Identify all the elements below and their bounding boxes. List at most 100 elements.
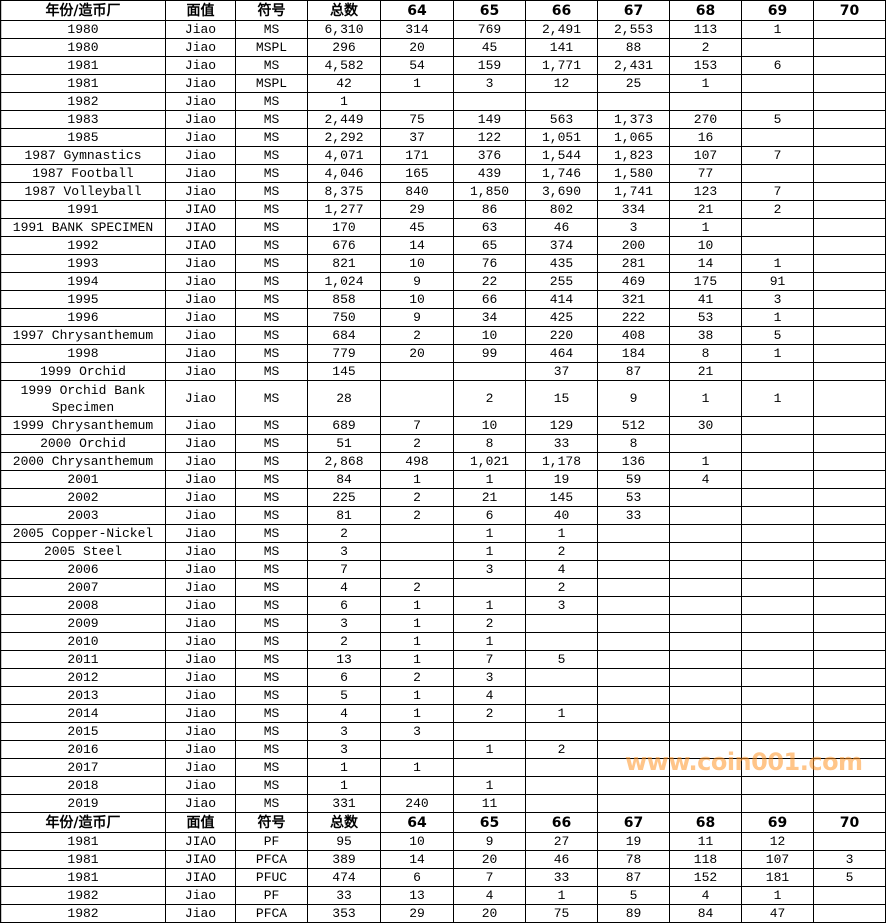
table-cell[interactable] bbox=[669, 668, 742, 687]
table-cell[interactable]: JIAO bbox=[165, 850, 236, 869]
table-cell[interactable]: 149 bbox=[453, 110, 526, 129]
table-cell[interactable]: Jiao bbox=[165, 110, 236, 129]
column-header[interactable]: 面值 bbox=[165, 0, 236, 21]
table-cell[interactable]: 10 bbox=[669, 236, 742, 255]
table-cell[interactable]: Jiao bbox=[165, 254, 236, 273]
table-cell[interactable]: 122 bbox=[453, 128, 526, 147]
table-cell[interactable]: 1 bbox=[453, 524, 526, 543]
table-cell[interactable] bbox=[669, 542, 742, 561]
table-cell[interactable]: 3 bbox=[307, 740, 381, 759]
table-cell[interactable] bbox=[741, 218, 814, 237]
table-cell[interactable] bbox=[813, 344, 886, 363]
table-cell[interactable] bbox=[453, 578, 526, 597]
table-cell[interactable] bbox=[453, 362, 526, 381]
table-cell[interactable]: 15 bbox=[525, 380, 598, 417]
table-cell[interactable]: MS bbox=[235, 650, 308, 669]
table-cell[interactable]: 779 bbox=[307, 344, 381, 363]
table-cell[interactable]: 22 bbox=[453, 272, 526, 291]
table-cell[interactable]: 469 bbox=[597, 272, 670, 291]
table-cell[interactable]: Jiao bbox=[165, 560, 236, 579]
table-cell[interactable]: 81 bbox=[307, 506, 381, 525]
table-cell[interactable]: 7 bbox=[307, 560, 381, 579]
table-cell[interactable]: 84 bbox=[669, 904, 742, 923]
table-cell[interactable]: 54 bbox=[380, 56, 454, 75]
table-cell[interactable]: 2 bbox=[525, 578, 598, 597]
table-cell[interactable]: MS bbox=[235, 254, 308, 273]
table-cell[interactable]: 2 bbox=[380, 578, 454, 597]
table-cell[interactable]: 474 bbox=[307, 868, 381, 887]
table-cell[interactable] bbox=[813, 488, 886, 507]
table-cell[interactable]: 1982 bbox=[0, 904, 166, 923]
table-cell[interactable]: MS bbox=[235, 740, 308, 759]
table-cell[interactable] bbox=[813, 38, 886, 57]
table-cell[interactable] bbox=[597, 578, 670, 597]
table-cell[interactable]: 2 bbox=[453, 704, 526, 723]
table-cell[interactable]: 3 bbox=[453, 74, 526, 93]
table-cell[interactable]: MS bbox=[235, 722, 308, 741]
table-cell[interactable]: 2006 bbox=[0, 560, 166, 579]
table-cell[interactable] bbox=[741, 416, 814, 435]
table-cell[interactable]: Jiao bbox=[165, 776, 236, 795]
table-cell[interactable] bbox=[453, 722, 526, 741]
table-cell[interactable]: MS bbox=[235, 524, 308, 543]
table-cell[interactable] bbox=[741, 236, 814, 255]
table-cell[interactable]: 2 bbox=[669, 38, 742, 57]
table-cell[interactable]: 13 bbox=[307, 650, 381, 669]
table-cell[interactable]: Jiao bbox=[165, 578, 236, 597]
table-cell[interactable]: 1 bbox=[380, 758, 454, 777]
table-cell[interactable]: 113 bbox=[669, 20, 742, 39]
table-cell[interactable]: MS bbox=[235, 704, 308, 723]
table-cell[interactable]: MS bbox=[235, 236, 308, 255]
table-cell[interactable]: 8,375 bbox=[307, 182, 381, 201]
table-cell[interactable]: 676 bbox=[307, 236, 381, 255]
table-cell[interactable] bbox=[597, 776, 670, 795]
table-cell[interactable]: Jiao bbox=[165, 632, 236, 651]
table-cell[interactable] bbox=[741, 74, 814, 93]
table-cell[interactable]: 2000 Orchid bbox=[0, 434, 166, 453]
table-cell[interactable]: 1981 bbox=[0, 850, 166, 869]
table-cell[interactable]: Jiao bbox=[165, 434, 236, 453]
table-cell[interactable]: 255 bbox=[525, 272, 598, 291]
table-cell[interactable]: 4 bbox=[453, 686, 526, 705]
table-cell[interactable] bbox=[813, 668, 886, 687]
table-cell[interactable]: 1 bbox=[453, 776, 526, 795]
table-cell[interactable]: 3 bbox=[525, 596, 598, 615]
table-cell[interactable]: 4,582 bbox=[307, 56, 381, 75]
table-cell[interactable]: 1 bbox=[741, 20, 814, 39]
table-cell[interactable]: 12 bbox=[525, 74, 598, 93]
table-cell[interactable]: 1 bbox=[525, 704, 598, 723]
table-cell[interactable]: 1 bbox=[380, 470, 454, 489]
table-cell[interactable] bbox=[813, 254, 886, 273]
table-cell[interactable]: 33 bbox=[307, 886, 381, 905]
column-header[interactable]: 67 bbox=[597, 0, 670, 21]
table-cell[interactable]: Jiao bbox=[165, 668, 236, 687]
table-cell[interactable]: 750 bbox=[307, 308, 381, 327]
table-cell[interactable]: 75 bbox=[380, 110, 454, 129]
table-cell[interactable]: 2019 bbox=[0, 794, 166, 813]
table-cell[interactable]: Jiao bbox=[165, 92, 236, 111]
table-cell[interactable]: Jiao bbox=[165, 326, 236, 345]
table-cell[interactable] bbox=[597, 542, 670, 561]
table-cell[interactable]: Jiao bbox=[165, 290, 236, 309]
table-cell[interactable]: 563 bbox=[525, 110, 598, 129]
table-cell[interactable] bbox=[813, 506, 886, 525]
table-cell[interactable] bbox=[813, 470, 886, 489]
table-cell[interactable]: 1 bbox=[741, 308, 814, 327]
table-cell[interactable]: 1 bbox=[741, 886, 814, 905]
table-cell[interactable] bbox=[813, 524, 886, 543]
table-cell[interactable]: 331 bbox=[307, 794, 381, 813]
table-cell[interactable]: 77 bbox=[669, 164, 742, 183]
table-cell[interactable]: 1981 bbox=[0, 832, 166, 851]
table-cell[interactable]: Jiao bbox=[165, 722, 236, 741]
table-cell[interactable]: 353 bbox=[307, 904, 381, 923]
table-cell[interactable] bbox=[741, 794, 814, 813]
table-cell[interactable]: 5 bbox=[813, 868, 886, 887]
table-cell[interactable] bbox=[669, 92, 742, 111]
table-cell[interactable]: 4 bbox=[669, 886, 742, 905]
table-cell[interactable]: Jiao bbox=[165, 146, 236, 165]
table-cell[interactable] bbox=[380, 524, 454, 543]
table-cell[interactable]: 222 bbox=[597, 308, 670, 327]
table-cell[interactable] bbox=[741, 434, 814, 453]
table-cell[interactable]: 1,277 bbox=[307, 200, 381, 219]
table-cell[interactable]: Jiao bbox=[165, 904, 236, 923]
